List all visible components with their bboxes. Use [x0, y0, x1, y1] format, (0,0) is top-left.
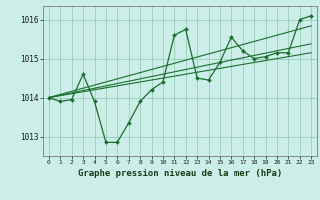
X-axis label: Graphe pression niveau de la mer (hPa): Graphe pression niveau de la mer (hPa): [78, 169, 282, 178]
